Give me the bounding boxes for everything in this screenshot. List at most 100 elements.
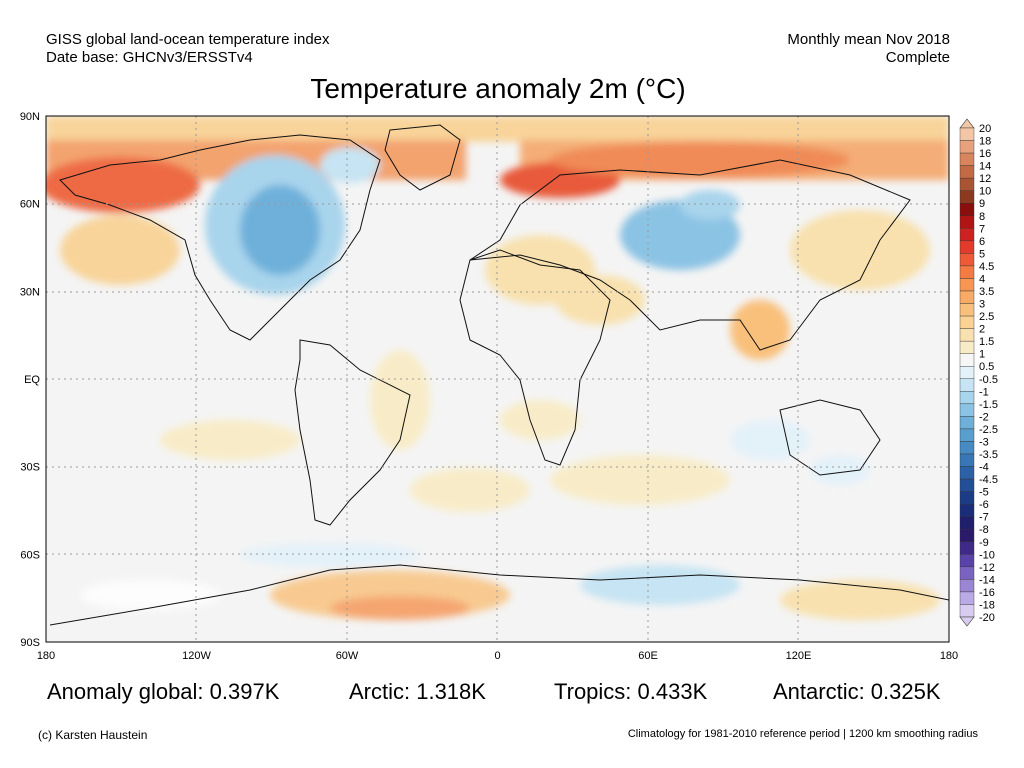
lat-label: 60N xyxy=(20,199,40,211)
colorbar-swatch xyxy=(959,278,975,292)
colorbar-swatch xyxy=(959,503,975,517)
colorbar-label: -3 xyxy=(979,436,989,448)
period-label: Monthly mean Nov 2018 xyxy=(787,31,950,48)
colorbar-swatch xyxy=(959,228,975,242)
colorbar-swatch xyxy=(959,165,975,179)
colorbar-label: 4 xyxy=(979,273,985,285)
anomaly-tropics: Tropics: 0.433K xyxy=(554,679,708,704)
lat-label: 30S xyxy=(20,462,40,474)
lon-label: 0 xyxy=(494,650,500,662)
copyright-credit: (c) Karsten Haustein xyxy=(38,728,148,742)
period-info: Monthly mean Nov 2018 Complete xyxy=(787,31,950,67)
dataset-info: GISS global land-ocean temperature index… xyxy=(46,31,330,67)
colorbar-label: -9 xyxy=(979,537,989,549)
lon-label: 180 xyxy=(37,650,55,662)
colorbar-swatch xyxy=(959,328,975,342)
colorbar-swatch xyxy=(959,516,975,530)
lon-label: 120W xyxy=(182,650,211,662)
colorbar-swatch xyxy=(959,315,975,329)
colorbar-label: -1 xyxy=(979,386,989,398)
colorbar-swatch xyxy=(959,466,975,480)
colorbar-label: -4 xyxy=(979,462,989,474)
anomaly-antarctic: Antarctic: 0.325K xyxy=(773,679,941,704)
colorbar-label: 10 xyxy=(979,186,991,198)
colorbar-swatch xyxy=(959,378,975,392)
colorbar-label: 2 xyxy=(979,324,985,336)
lon-label: 60E xyxy=(638,650,658,662)
colorbar-label: 16 xyxy=(979,148,991,160)
lat-label: EQ xyxy=(24,374,40,386)
colorbar-swatch xyxy=(959,541,975,555)
colorbar-label: -2.5 xyxy=(979,424,998,436)
colorbar-label: -3.5 xyxy=(979,449,998,461)
colorbar-label: -0.5 xyxy=(979,374,998,386)
colorbar-label: 4.5 xyxy=(979,261,994,273)
colorbar-label: -16 xyxy=(979,587,995,599)
colorbar-swatch xyxy=(959,366,975,379)
colorbar-swatch xyxy=(959,453,975,467)
coastlines xyxy=(49,124,949,626)
colorbar-swatch xyxy=(959,566,975,580)
colorbar-swatch xyxy=(959,604,975,618)
colorbar-label: -12 xyxy=(979,562,995,574)
colorbar-label: -10 xyxy=(979,549,995,561)
anomaly-arctic: Arctic: 1.318K xyxy=(349,679,486,704)
colorbar-label: -1.5 xyxy=(979,399,998,411)
colorbar-label: -20 xyxy=(979,612,995,624)
longitude-axis: 180 120W 60W 0 60E 120E 180 xyxy=(37,650,958,662)
colorbar-label: -14 xyxy=(979,574,995,586)
colorbar-label: -4.5 xyxy=(979,474,998,486)
colorbar-swatch xyxy=(959,529,975,542)
colorbar-swatch xyxy=(959,265,975,279)
colorbar-swatch xyxy=(959,190,975,204)
colorbar-swatch xyxy=(959,253,975,267)
map-frame xyxy=(45,115,950,643)
dataset-name: GISS global land-ocean temperature index xyxy=(46,31,330,48)
colorbar-swatch xyxy=(959,240,975,254)
colorbar-swatch xyxy=(959,340,975,354)
colorbar-swatch xyxy=(959,403,975,417)
colorbar-label: 3.5 xyxy=(979,286,994,298)
colorbar-swatch xyxy=(959,203,975,216)
graticule xyxy=(46,116,949,642)
anomaly-field xyxy=(46,116,949,642)
colorbar-label: 6 xyxy=(979,236,985,248)
colorbar-swatch xyxy=(959,177,975,191)
colorbar-swatch xyxy=(959,140,975,154)
colorbar-label: 18 xyxy=(979,136,991,148)
colorbar-min-arrow xyxy=(959,616,975,627)
lon-label: 120E xyxy=(786,650,812,662)
colorbar-max-arrow xyxy=(959,118,975,129)
colorbar-label: 3 xyxy=(979,299,985,311)
colorbar-label: -2 xyxy=(979,411,989,423)
lat-label: 60S xyxy=(20,549,40,561)
colorbar-swatch xyxy=(959,391,975,405)
colorbar-label: -6 xyxy=(979,499,989,511)
colorbar-label: -18 xyxy=(979,599,995,611)
colorbar-label: 1.5 xyxy=(979,336,994,348)
latitude-axis: 90N 60N 30N EQ 30S 60S 90S xyxy=(20,111,41,649)
colorbar-swatch xyxy=(959,152,975,166)
colorbar-swatch xyxy=(959,290,975,304)
colorbar-label: 2.5 xyxy=(979,311,994,323)
lat-label: 90S xyxy=(20,637,40,649)
data-base: Date base: GHCNv3/ERSSTv4 xyxy=(46,49,253,66)
colorbar: 201816141210987654.543.532.521.510.5-0.5… xyxy=(959,118,998,627)
lat-label: 90N xyxy=(20,111,40,123)
anomaly-global: Anomaly global: 0.397K xyxy=(47,679,280,704)
colorbar-swatch xyxy=(959,416,975,430)
colorbar-label: 12 xyxy=(979,173,991,185)
climatology-note: Climatology for 1981-2010 reference peri… xyxy=(627,728,978,740)
colorbar-swatch xyxy=(959,441,975,455)
colorbar-swatch xyxy=(959,554,975,568)
colorbar-swatch xyxy=(959,215,975,229)
colorbar-label: 1 xyxy=(979,349,985,361)
colorbar-swatch xyxy=(959,491,975,505)
colorbar-label: 7 xyxy=(979,223,985,235)
colorbar-label: -5 xyxy=(979,487,989,499)
colorbar-label: 14 xyxy=(979,161,991,173)
colorbar-swatch xyxy=(959,478,975,492)
colorbar-label: 20 xyxy=(979,123,991,135)
colorbar-label: -8 xyxy=(979,524,989,536)
